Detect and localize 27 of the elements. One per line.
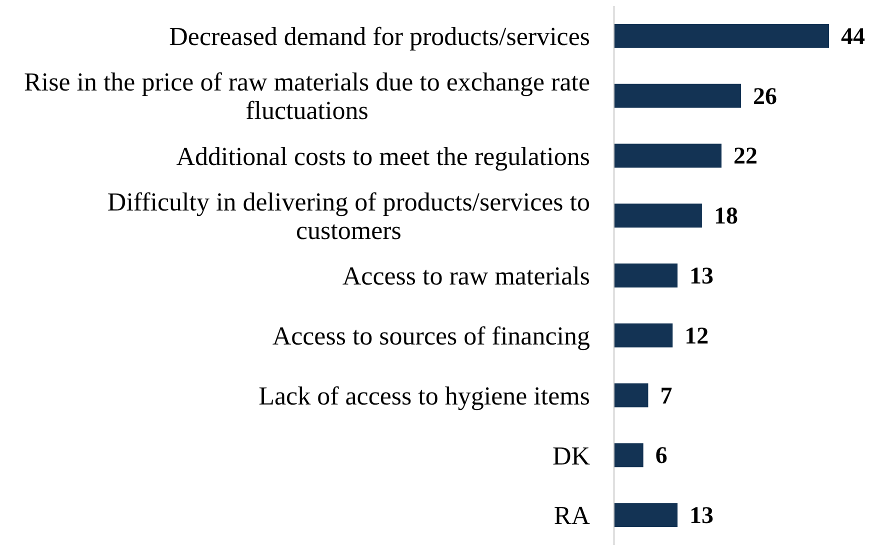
data-label: 13: [690, 503, 714, 530]
data-label: 26: [753, 84, 778, 110]
bar: [614, 503, 678, 528]
data-label: 44: [841, 24, 865, 50]
data-label: 13: [690, 264, 714, 290]
data-label: 12: [684, 323, 709, 350]
y-tick-label: Additional costs to meet the regulations: [176, 142, 590, 171]
y-tick-label: RA: [554, 501, 590, 530]
data-label: 18: [714, 204, 738, 230]
bar: [614, 84, 742, 108]
data-label: 22: [734, 144, 758, 170]
y-tick-label: Access to sources of financing: [272, 321, 590, 350]
y-tick-label: Decreased demand for products/services: [169, 22, 590, 52]
bar: [614, 144, 722, 168]
data-label: 7: [660, 383, 672, 410]
bar: [614, 24, 829, 48]
y-tick-label: Access to raw materials: [342, 262, 590, 291]
bar: [614, 443, 644, 468]
bar: [614, 323, 673, 348]
y-tick-label: Rise in the price of raw materials due to exchange rate fluctuations: [24, 68, 590, 126]
data-label: 6: [655, 443, 668, 470]
y-tick-label: Lack of access to hygiene items: [258, 381, 590, 410]
bar: [614, 383, 648, 408]
y-tick-label: DK: [552, 441, 590, 470]
y-tick-label: Difficulty in delivering of products/services to customers: [107, 187, 590, 246]
bar: [614, 264, 678, 288]
bar: [614, 204, 702, 228]
